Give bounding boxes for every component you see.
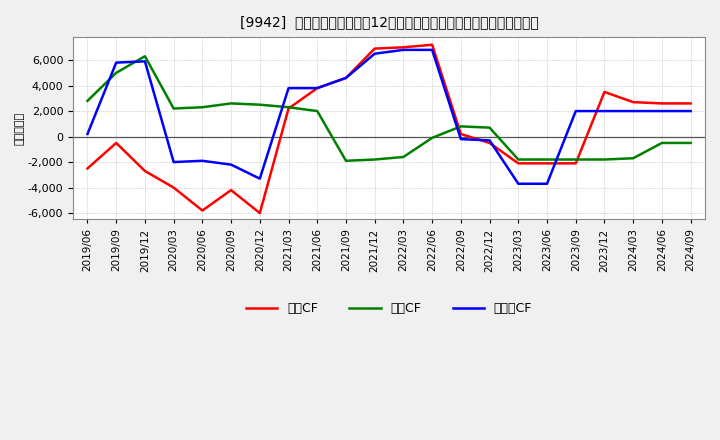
投資CF bbox=[112, 70, 120, 75]
営業CF bbox=[256, 210, 264, 216]
フリーCF bbox=[657, 108, 666, 114]
投資CF bbox=[342, 158, 351, 163]
投資CF bbox=[227, 101, 235, 106]
投資CF bbox=[313, 108, 322, 114]
投資CF bbox=[256, 102, 264, 107]
フリーCF bbox=[485, 138, 494, 143]
フリーCF bbox=[572, 108, 580, 114]
投資CF bbox=[84, 98, 92, 103]
営業CF bbox=[399, 45, 408, 50]
投資CF bbox=[600, 157, 609, 162]
フリーCF bbox=[140, 59, 149, 64]
投資CF bbox=[657, 140, 666, 146]
フリーCF bbox=[514, 181, 523, 187]
Line: 投資CF: 投資CF bbox=[88, 56, 690, 161]
投資CF bbox=[169, 106, 178, 111]
営業CF bbox=[140, 169, 149, 174]
Title: [9942]  キャッシュフローの12か月移動合計の対前年同期増減額の推移: [9942] キャッシュフローの12か月移動合計の対前年同期増減額の推移 bbox=[240, 15, 539, 29]
営業CF bbox=[485, 140, 494, 146]
フリーCF bbox=[256, 176, 264, 181]
営業CF bbox=[629, 99, 637, 105]
投資CF bbox=[572, 157, 580, 162]
投資CF bbox=[686, 140, 695, 146]
フリーCF bbox=[169, 159, 178, 165]
営業CF bbox=[284, 106, 293, 111]
営業CF bbox=[428, 42, 436, 48]
営業CF bbox=[198, 208, 207, 213]
営業CF bbox=[112, 140, 120, 146]
投資CF bbox=[543, 157, 552, 162]
営業CF bbox=[600, 89, 609, 95]
営業CF bbox=[543, 161, 552, 166]
投資CF bbox=[485, 125, 494, 130]
フリーCF bbox=[629, 108, 637, 114]
フリーCF bbox=[456, 136, 465, 142]
投資CF bbox=[284, 105, 293, 110]
Y-axis label: （百万円）: （百万円） bbox=[15, 112, 25, 145]
Line: 営業CF: 営業CF bbox=[88, 45, 690, 213]
営業CF bbox=[514, 161, 523, 166]
フリーCF bbox=[313, 85, 322, 91]
営業CF bbox=[370, 46, 379, 51]
フリーCF bbox=[686, 108, 695, 114]
営業CF bbox=[169, 185, 178, 190]
投資CF bbox=[428, 135, 436, 140]
フリーCF bbox=[84, 132, 92, 137]
営業CF bbox=[227, 187, 235, 193]
投資CF bbox=[629, 156, 637, 161]
投資CF bbox=[399, 154, 408, 160]
フリーCF bbox=[284, 85, 293, 91]
営業CF bbox=[572, 161, 580, 166]
営業CF bbox=[313, 85, 322, 91]
営業CF bbox=[342, 75, 351, 81]
営業CF bbox=[84, 166, 92, 171]
フリーCF bbox=[399, 47, 408, 52]
フリーCF bbox=[227, 162, 235, 167]
投資CF bbox=[370, 157, 379, 162]
フリーCF bbox=[370, 51, 379, 56]
営業CF bbox=[657, 101, 666, 106]
フリーCF bbox=[112, 60, 120, 65]
投資CF bbox=[456, 124, 465, 129]
Legend: 営業CF, 投資CF, フリーCF: 営業CF, 投資CF, フリーCF bbox=[246, 302, 532, 315]
フリーCF bbox=[428, 47, 436, 52]
営業CF bbox=[456, 132, 465, 137]
フリーCF bbox=[600, 108, 609, 114]
フリーCF bbox=[543, 181, 552, 187]
フリーCF bbox=[342, 75, 351, 81]
投資CF bbox=[514, 157, 523, 162]
Line: フリーCF: フリーCF bbox=[88, 50, 690, 184]
投資CF bbox=[198, 105, 207, 110]
投資CF bbox=[140, 54, 149, 59]
営業CF bbox=[686, 101, 695, 106]
フリーCF bbox=[198, 158, 207, 163]
